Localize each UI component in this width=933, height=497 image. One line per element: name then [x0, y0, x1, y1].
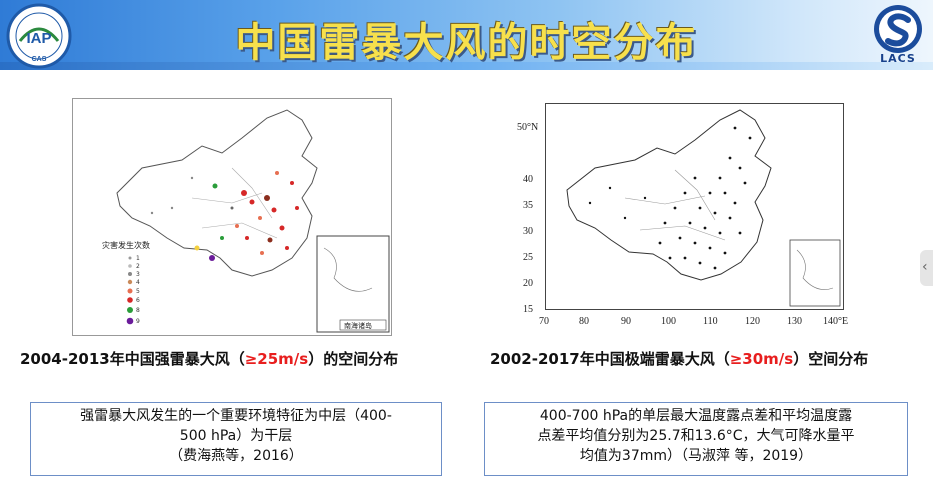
header-banner [0, 0, 933, 70]
legend-item: 3 [136, 271, 140, 278]
iap-logo-sub: CAS [32, 56, 47, 63]
right-china-outline [566, 109, 772, 281]
left-note-box: 强雷暴大风发生的一个重要环境特征为中层（400- 500 hPa）为干层 （费海… [30, 402, 442, 476]
header-band [0, 62, 933, 70]
chevron-left-icon: ‹ [922, 259, 928, 275]
right-caption-pre: 2002-2017年中国极端雷暴大风（ [490, 350, 730, 368]
y-tick: 50°N [517, 122, 538, 133]
left-caption: 2004-2013年中国强雷暴大风（≥25m/s）的空间分布 [20, 348, 398, 369]
legend-item: 5 [136, 288, 140, 295]
left-legend-title: 灾害发生次数 [102, 240, 150, 250]
x-tick: 70 [539, 316, 549, 327]
x-tick: 90 [621, 316, 631, 327]
legend-item: 2 [136, 263, 140, 270]
right-note-line: 400-700 hPa的单层最大温度露点差和平均温度露 [539, 408, 853, 424]
legend-item: 1 [136, 255, 140, 262]
y-tick: 30 [523, 226, 533, 237]
y-tick: 15 [523, 304, 533, 315]
lacs-logo-icon [874, 5, 922, 53]
left-legend: 1 2 3 4 5 6 8 9 [126, 255, 140, 325]
iap-logo-text: IAP [26, 30, 51, 47]
slide-nav-tab[interactable]: ‹ [920, 250, 933, 286]
x-tick: 80 [579, 316, 589, 327]
right-caption-post: ）空间分布 [793, 350, 869, 368]
legend-item: 9 [136, 318, 140, 325]
iap-logo-icon: IAP CAS [6, 3, 72, 69]
legend-item: 8 [136, 307, 140, 314]
left-note-line: （费海燕等，2016） [169, 448, 303, 464]
left-map-points [150, 171, 299, 261]
lacs-logo-text: LACS [880, 52, 916, 65]
y-tick: 20 [523, 278, 533, 289]
right-caption: 2002-2017年中国极端雷暴大风（≥30m/s）空间分布 [490, 348, 868, 369]
x-tick: 120 [745, 316, 760, 327]
right-y-ticks: 50°N 40 35 30 25 20 15 [517, 122, 538, 315]
left-note-line: 强雷暴大风发生的一个重要环境特征为中层（400- [80, 408, 392, 424]
y-tick: 40 [523, 174, 533, 185]
left-caption-highlight: ≥25m/s [244, 350, 309, 368]
x-tick: 130 [787, 316, 802, 327]
x-tick: 140°E [823, 316, 848, 327]
legend-item: 6 [136, 297, 140, 304]
x-tick: 100 [661, 316, 676, 327]
x-tick: 110 [703, 316, 718, 327]
left-caption-pre: 2004-2013年中国强雷暴大风（ [20, 350, 245, 368]
right-map-points [588, 126, 752, 270]
right-note-box: 400-700 hPa的单层最大温度露点差和平均温度露 点差平均值分别为25.7… [484, 402, 908, 476]
right-x-ticks: 70 80 90 100 110 120 130 140°E [539, 316, 848, 327]
left-inset-label: 南海诸岛 [344, 321, 372, 330]
left-caption-post: ）的空间分布 [308, 350, 399, 368]
right-note-line: 均值为37mm）（马淑萍 等，2019） [579, 448, 813, 464]
right-note-line: 点差平均值分别为25.7和13.6°C，大气可降水量平 [537, 428, 855, 444]
page-title: 中国雷暴大风的时空分布 [235, 20, 698, 66]
left-map-figure: 灾害发生次数 1 2 3 4 5 6 8 9 南海诸岛 [72, 98, 392, 336]
y-tick: 25 [523, 252, 533, 263]
right-caption-highlight: ≥30m/s [729, 350, 794, 368]
left-china-outline [116, 109, 318, 277]
right-map-figure: 50°N 40 35 30 25 20 15 70 80 90 100 110 … [515, 98, 850, 338]
y-tick: 35 [523, 200, 533, 211]
legend-item: 4 [136, 279, 140, 286]
left-note-line: 500 hPa）为干层 [179, 428, 293, 444]
